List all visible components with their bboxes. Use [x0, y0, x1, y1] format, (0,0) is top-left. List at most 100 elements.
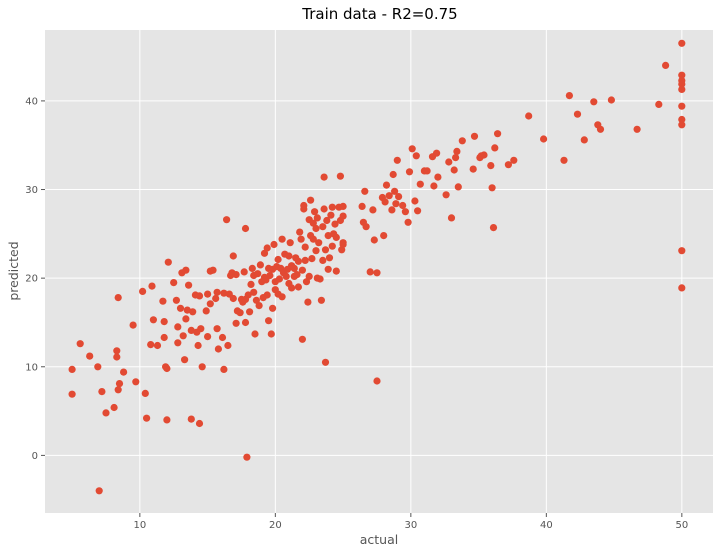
- data-point: [565, 92, 574, 100]
- data-point: [580, 136, 588, 144]
- data-point: [132, 378, 140, 386]
- data-point: [309, 219, 317, 227]
- data-point: [525, 112, 533, 120]
- data-point: [382, 181, 391, 189]
- data-point: [214, 345, 222, 353]
- data-point: [395, 193, 403, 201]
- x-tick-label: 20: [269, 520, 282, 531]
- data-point: [373, 269, 381, 277]
- data-point: [678, 102, 686, 110]
- data-point: [678, 85, 686, 93]
- data-point: [244, 291, 252, 299]
- data-point: [434, 173, 442, 181]
- data-point: [458, 137, 466, 145]
- data-point: [76, 340, 84, 348]
- data-point: [596, 125, 605, 133]
- data-point: [296, 228, 304, 236]
- data-point: [294, 283, 302, 291]
- data-point: [316, 275, 324, 283]
- data-point: [160, 333, 168, 342]
- data-point: [491, 144, 499, 152]
- data-point: [607, 96, 616, 104]
- data-point: [187, 415, 195, 423]
- data-point: [282, 272, 290, 280]
- data-point: [408, 145, 416, 153]
- data-point: [339, 202, 347, 210]
- data-point: [143, 414, 151, 422]
- data-point: [332, 233, 340, 241]
- data-point: [662, 61, 670, 69]
- data-point: [159, 297, 167, 305]
- data-point: [153, 341, 162, 350]
- data-point: [487, 162, 495, 170]
- data-point: [452, 154, 460, 162]
- data-point: [573, 110, 582, 118]
- data-point: [678, 80, 686, 88]
- data-point: [298, 335, 306, 343]
- data-point: [113, 353, 121, 361]
- data-point: [312, 224, 320, 233]
- data-point: [590, 98, 598, 106]
- data-point: [187, 326, 195, 334]
- data-point: [678, 121, 686, 129]
- data-point: [405, 168, 414, 176]
- data-point: [269, 304, 277, 312]
- data-point: [489, 224, 498, 232]
- data-point: [95, 487, 103, 495]
- data-point: [321, 246, 330, 254]
- data-point: [469, 165, 477, 173]
- data-point: [433, 149, 441, 157]
- data-point: [182, 315, 190, 323]
- data-point: [223, 216, 231, 224]
- data-point: [195, 419, 204, 428]
- data-point: [229, 252, 237, 260]
- data-point: [163, 416, 171, 424]
- data-point: [304, 298, 312, 306]
- data-point: [423, 167, 431, 175]
- data-point: [197, 325, 205, 333]
- data-point: [328, 203, 336, 211]
- data-point: [319, 256, 327, 264]
- data-point: [655, 100, 663, 108]
- data-point: [339, 240, 347, 249]
- data-point: [141, 389, 149, 397]
- data-point: [385, 192, 393, 200]
- data-point: [240, 268, 248, 276]
- data-point: [115, 380, 124, 388]
- data-point: [278, 293, 286, 301]
- data-point: [401, 208, 409, 216]
- data-point: [164, 258, 172, 266]
- x-tick-label: 50: [675, 520, 688, 531]
- data-point: [263, 244, 271, 252]
- y-tick-label: 30: [25, 185, 38, 196]
- data-point: [129, 321, 137, 329]
- data-point: [139, 287, 147, 295]
- y-tick-label: 40: [25, 96, 38, 107]
- chart-title: Train data - R2=0.75: [301, 5, 457, 23]
- data-point: [678, 71, 686, 79]
- x-tick-label: 40: [540, 520, 553, 531]
- data-point: [510, 156, 518, 164]
- data-point: [414, 207, 422, 215]
- data-point: [251, 330, 259, 338]
- data-point: [278, 235, 286, 243]
- data-point: [325, 254, 334, 262]
- data-point: [274, 255, 282, 264]
- data-point: [246, 308, 254, 316]
- data-point: [285, 252, 293, 260]
- data-point: [250, 288, 258, 296]
- data-point: [147, 341, 155, 349]
- data-point: [380, 232, 388, 240]
- data-point: [480, 151, 488, 159]
- data-point: [194, 341, 202, 350]
- data-point: [86, 352, 94, 360]
- data-point: [68, 390, 76, 398]
- data-point: [189, 308, 197, 316]
- data-point: [241, 318, 250, 327]
- data-point: [286, 239, 294, 247]
- data-point: [298, 266, 306, 274]
- data-point: [336, 172, 344, 180]
- data-point: [392, 200, 400, 208]
- data-point: [302, 278, 311, 286]
- data-point: [301, 243, 309, 251]
